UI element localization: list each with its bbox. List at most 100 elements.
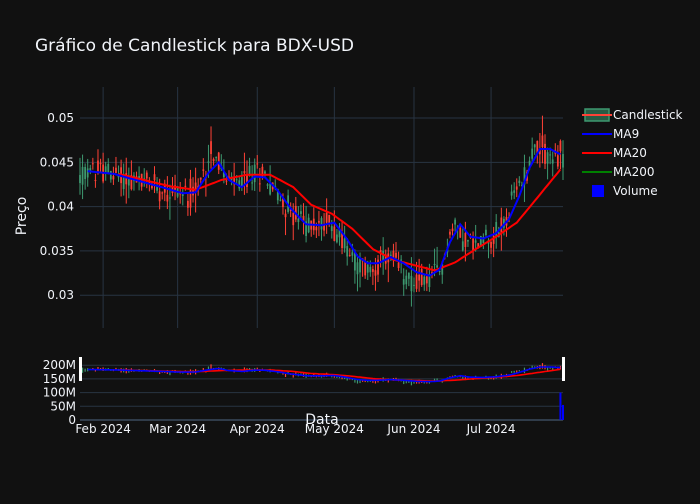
volume-bar bbox=[559, 392, 562, 420]
legend-label: Volume bbox=[613, 184, 658, 198]
x-tick-label: Jul 2024 bbox=[466, 422, 516, 436]
candle-body bbox=[222, 171, 225, 178]
candle-body bbox=[369, 266, 372, 273]
candle-body bbox=[562, 154, 564, 168]
ma20-line bbox=[118, 168, 562, 272]
candle-body bbox=[474, 240, 477, 243]
candle-body bbox=[467, 239, 469, 242]
legend-label: Candlestick bbox=[613, 108, 683, 122]
candle-body bbox=[248, 165, 251, 177]
candle-body bbox=[302, 215, 305, 222]
candle-body bbox=[418, 274, 421, 281]
chart-title: Gráfico de Candlestick para BDX-USD bbox=[35, 36, 354, 56]
price-y-tick-label: 0.045 bbox=[40, 155, 74, 169]
candle-body bbox=[528, 160, 531, 167]
candle-body bbox=[138, 176, 140, 179]
x-tick-label: May 2024 bbox=[305, 422, 364, 436]
candle-body bbox=[238, 180, 241, 189]
volume-y-tick-label: 0 bbox=[68, 413, 76, 427]
range-handle-left bbox=[79, 357, 82, 381]
candle-body bbox=[107, 163, 110, 175]
candle-body bbox=[413, 284, 415, 286]
candle-body bbox=[240, 177, 243, 187]
price-y-tick-label: 0.03 bbox=[47, 288, 74, 302]
candle-body bbox=[392, 250, 395, 260]
volume-y-tick-label: 50M bbox=[50, 399, 76, 413]
candle-body bbox=[81, 166, 84, 185]
candle-body bbox=[156, 186, 158, 191]
candle-body bbox=[482, 236, 485, 243]
candle-body bbox=[479, 235, 482, 247]
candle-body bbox=[333, 226, 336, 241]
candle-body bbox=[318, 221, 320, 223]
candle-body bbox=[94, 180, 97, 182]
candle-body bbox=[158, 191, 161, 202]
candle-body bbox=[233, 177, 236, 185]
candle-body bbox=[117, 175, 120, 178]
legend-label: MA20 bbox=[613, 146, 647, 160]
candle-body bbox=[515, 186, 518, 190]
candle-body bbox=[266, 184, 269, 186]
candle-body bbox=[202, 169, 205, 171]
x-axis-label: Data bbox=[305, 412, 338, 428]
candle-body bbox=[99, 163, 102, 165]
candle-body bbox=[225, 180, 228, 182]
legend-item[interactable]: MA20 bbox=[582, 146, 647, 160]
candle-body bbox=[433, 263, 436, 266]
candle-body bbox=[359, 257, 361, 273]
x-tick-label: Feb 2024 bbox=[75, 422, 131, 436]
candle-body bbox=[513, 190, 516, 193]
candle-body bbox=[425, 276, 428, 284]
candle-body bbox=[161, 192, 164, 194]
candle-body bbox=[451, 228, 454, 232]
candle-body bbox=[148, 180, 151, 185]
candle-body bbox=[438, 270, 441, 272]
candle-body bbox=[264, 171, 266, 174]
candle-body bbox=[181, 193, 184, 196]
candle-body bbox=[109, 170, 112, 180]
candle-body bbox=[91, 163, 94, 165]
candle-body bbox=[500, 217, 503, 234]
candle-body bbox=[536, 140, 539, 154]
candle-body bbox=[531, 148, 534, 159]
candle-body bbox=[397, 262, 400, 269]
candle-body bbox=[454, 219, 456, 225]
candle-body bbox=[520, 185, 523, 187]
candle-body bbox=[449, 231, 451, 235]
candle-body bbox=[423, 276, 426, 285]
legend-item[interactable]: Candlestick bbox=[582, 108, 683, 122]
candle-body bbox=[199, 177, 202, 180]
candle-body bbox=[212, 159, 215, 161]
candle-body bbox=[315, 226, 318, 231]
x-tick-label: Apr 2024 bbox=[230, 422, 285, 436]
legend-item[interactable]: MA200 bbox=[582, 165, 654, 179]
candle-body bbox=[122, 174, 125, 190]
candle-body bbox=[338, 228, 341, 238]
candle-body bbox=[112, 176, 115, 180]
legend[interactable]: Candlestick MA9 MA20 MA200 Volume bbox=[582, 108, 683, 198]
legend-item[interactable]: Volume bbox=[592, 184, 658, 198]
candle-body bbox=[86, 168, 89, 178]
x-tick-label: Mar 2024 bbox=[149, 422, 206, 436]
candle-body bbox=[510, 191, 513, 196]
candle-body bbox=[346, 246, 349, 257]
price-y-ticks: 0.03 0.035 0.04 0.045 0.05 bbox=[40, 111, 74, 302]
candle-body bbox=[354, 251, 356, 271]
volume-y-tick-label: 100M bbox=[43, 386, 76, 400]
candle-body bbox=[104, 166, 107, 174]
candle-body bbox=[472, 238, 474, 251]
candle-body bbox=[366, 264, 369, 273]
candle-body bbox=[461, 241, 464, 251]
x-tick-label: Jun 2024 bbox=[386, 422, 440, 436]
ma9-line bbox=[87, 148, 561, 277]
candle-body bbox=[490, 241, 492, 248]
moving-average-lines bbox=[79, 148, 565, 383]
candle-body bbox=[559, 140, 562, 152]
legend-item[interactable]: MA9 bbox=[582, 127, 639, 141]
candle-body bbox=[328, 214, 331, 224]
candle-body bbox=[166, 194, 169, 202]
candle-body bbox=[556, 155, 559, 167]
price-y-tick-label: 0.04 bbox=[47, 200, 74, 214]
